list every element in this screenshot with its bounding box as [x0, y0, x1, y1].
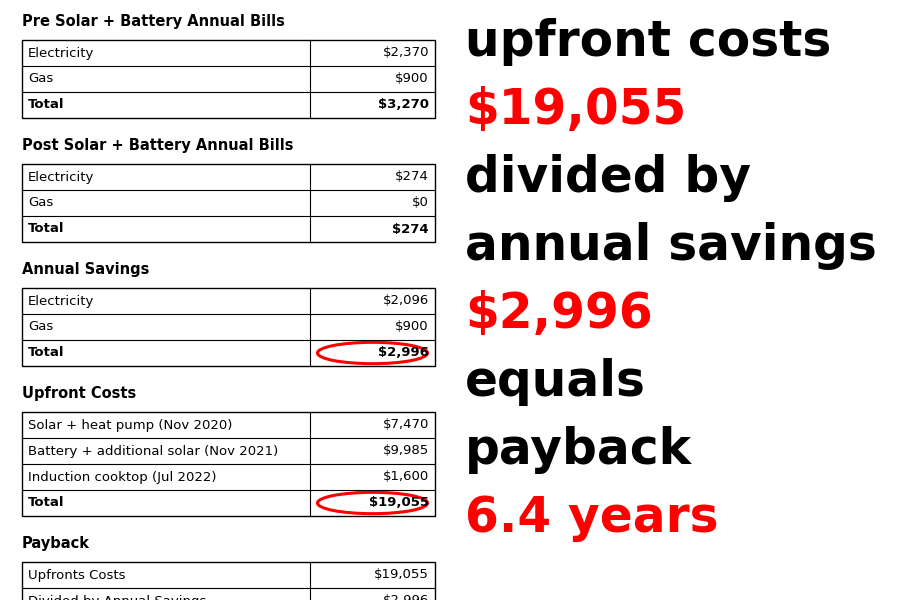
Bar [22, 164, 435, 242]
Text: $0: $0 [412, 196, 429, 209]
Text: annual savings: annual savings [465, 222, 877, 270]
Text: $2,370: $2,370 [382, 46, 429, 59]
Text: Post Solar + Battery Annual Bills: Post Solar + Battery Annual Bills [22, 138, 293, 153]
Text: $274: $274 [395, 170, 429, 184]
Text: Total: Total [28, 223, 65, 235]
Text: $900: $900 [395, 320, 429, 334]
Text: Upfront Costs: Upfront Costs [22, 386, 136, 401]
Text: payback: payback [465, 426, 692, 474]
Text: Gas: Gas [28, 196, 53, 209]
Bar [22, 288, 435, 366]
Text: $3,270: $3,270 [378, 98, 429, 112]
Bar [22, 40, 435, 118]
Text: Induction cooktop (Jul 2022): Induction cooktop (Jul 2022) [28, 470, 217, 484]
Text: $2,996: $2,996 [382, 595, 429, 600]
Text: $19,055: $19,055 [374, 569, 429, 581]
Text: Payback: Payback [22, 536, 90, 551]
Text: $900: $900 [395, 73, 429, 85]
Text: $2,996: $2,996 [378, 346, 429, 359]
Text: 6.4 years: 6.4 years [465, 494, 718, 542]
Bar [22, 412, 435, 516]
Text: $9,985: $9,985 [382, 445, 429, 457]
Bar [22, 562, 435, 600]
Text: upfront costs: upfront costs [465, 18, 832, 66]
Text: Gas: Gas [28, 320, 53, 334]
Text: Gas: Gas [28, 73, 53, 85]
Text: $19,055: $19,055 [465, 86, 686, 134]
Text: $2,996: $2,996 [465, 290, 652, 338]
Text: Divided by Annual Savings: Divided by Annual Savings [28, 595, 206, 600]
Text: equals: equals [465, 358, 646, 406]
Text: Pre Solar + Battery Annual Bills: Pre Solar + Battery Annual Bills [22, 14, 285, 29]
Text: $1,600: $1,600 [382, 470, 429, 484]
Text: divided by: divided by [465, 154, 751, 202]
Text: Annual Savings: Annual Savings [22, 262, 149, 277]
Text: Electricity: Electricity [28, 170, 94, 184]
Text: $19,055: $19,055 [369, 497, 429, 509]
Text: $7,470: $7,470 [382, 419, 429, 431]
Text: $274: $274 [392, 223, 429, 235]
Text: Total: Total [28, 497, 65, 509]
Text: Electricity: Electricity [28, 295, 94, 307]
Text: Upfronts Costs: Upfronts Costs [28, 569, 125, 581]
Text: Battery + additional solar (Nov 2021): Battery + additional solar (Nov 2021) [28, 445, 278, 457]
Text: $2,096: $2,096 [382, 295, 429, 307]
Text: Total: Total [28, 346, 65, 359]
Text: Electricity: Electricity [28, 46, 94, 59]
Text: Solar + heat pump (Nov 2020): Solar + heat pump (Nov 2020) [28, 419, 232, 431]
Text: Total: Total [28, 98, 65, 112]
